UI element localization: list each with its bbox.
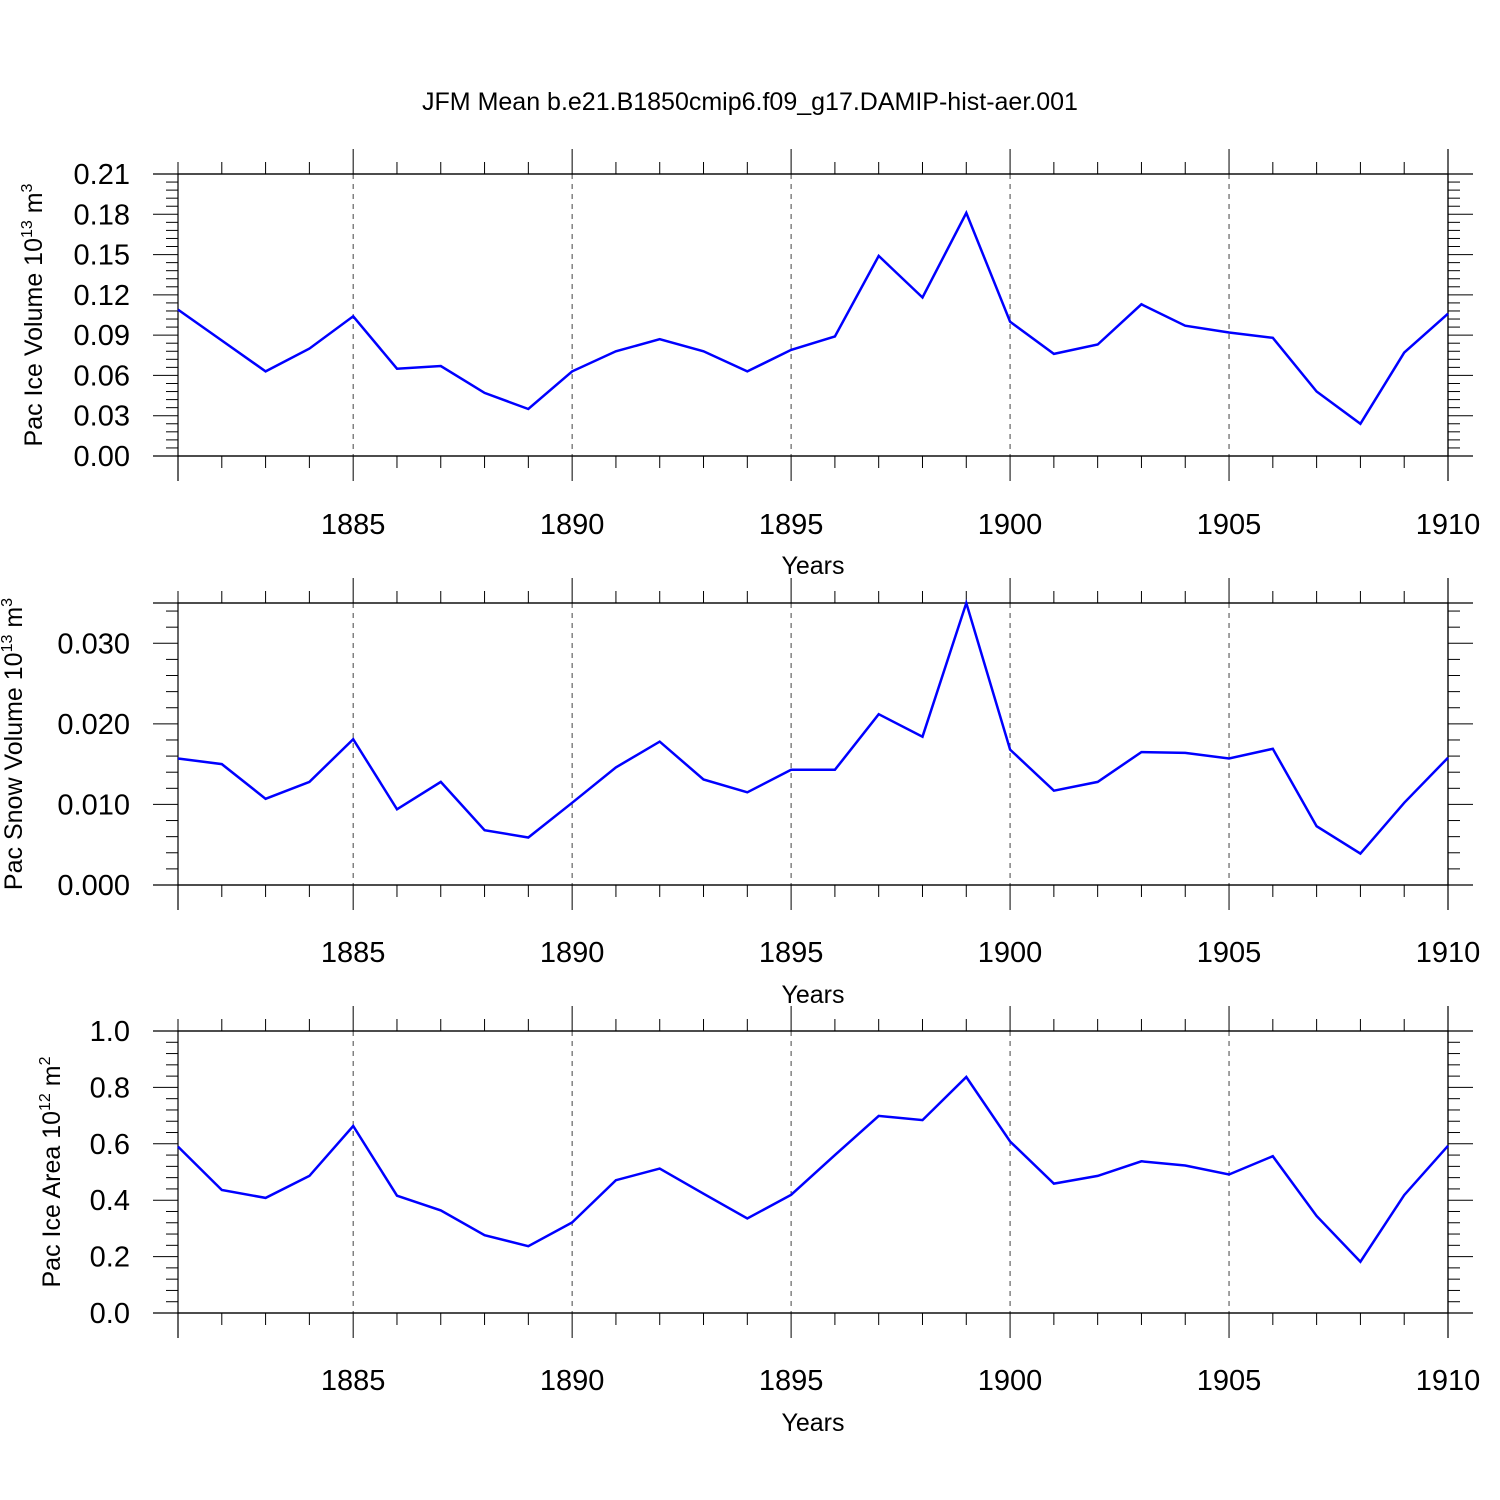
y-tick-label: 0.00	[74, 441, 130, 473]
y-tick-label: 0.15	[74, 240, 130, 272]
y-tick-label: 0.21	[74, 159, 130, 191]
y-tick-label: 0.6	[90, 1129, 130, 1161]
y-axis-title: Pac Ice Area 1012 m2	[37, 1056, 66, 1287]
panel-3: 0.0 0.2 0.4 0.6 0.8 1.0 1885 1890 1895 1900 1905 19…	[37, 1006, 1480, 1437]
chart-title: JFM Mean b.e21.B1850cmip6.f09_g17.DAMIP-…	[422, 88, 1078, 116]
y-tick-label: 0.020	[57, 709, 130, 741]
panel-1: 0.00 0.03 0.06 0.09 0.12 0.15 0.18 0.21 1885 1890…	[19, 149, 1480, 580]
x-axis-title: Years	[781, 552, 844, 580]
plot-frame	[177, 173, 1449, 457]
y-tick-label: 0.03	[74, 401, 130, 433]
series-line	[177, 598, 1449, 856]
y-tick-label: 0.06	[74, 360, 130, 392]
y-tick-label: 0.8	[90, 1072, 130, 1104]
y-tick-label: 1.0	[90, 1016, 130, 1048]
y-tick-label: 0.18	[74, 199, 130, 231]
x-tick-label: 1885	[321, 937, 386, 969]
y-tick-label: 0.09	[74, 320, 130, 352]
x-tick-label: 1905	[1197, 937, 1262, 969]
panel-2: 0.000 0.010 0.020 0.030 1885 1890 1895 1900 1905…	[0, 578, 1480, 1009]
y-tick-label: 0.2	[90, 1242, 130, 1274]
y-tick-label: 0.0	[90, 1298, 130, 1330]
x-tick-label: 1910	[1416, 509, 1481, 541]
panels: 0.00 0.03 0.06 0.09 0.12 0.15 0.18 0.21 1885 1890…	[0, 149, 1480, 1437]
y-axis-title: Pac Snow Volume 1013 m3	[0, 598, 28, 890]
y-tick-label: 0.010	[57, 789, 130, 821]
series-line	[177, 1075, 1449, 1264]
series-line	[177, 209, 1449, 426]
x-tick-label: 1905	[1197, 1365, 1262, 1397]
plot-frame	[177, 1030, 1449, 1314]
x-tick-label: 1885	[321, 1365, 386, 1397]
x-tick-label: 1890	[540, 937, 605, 969]
y-tick-label: 0.12	[74, 280, 130, 312]
x-tick-label: 1900	[978, 1365, 1043, 1397]
x-tick-label: 1890	[540, 509, 605, 541]
x-axis-title: Years	[781, 1409, 844, 1437]
x-tick-label: 1905	[1197, 509, 1262, 541]
x-axis-title: Years	[781, 981, 844, 1009]
x-tick-label: 1910	[1416, 937, 1481, 969]
y-tick-label: 0.4	[90, 1185, 130, 1217]
x-tick-label: 1900	[978, 937, 1043, 969]
x-tick-label: 1910	[1416, 1365, 1481, 1397]
x-tick-label: 1900	[978, 509, 1043, 541]
y-tick-label: 0.000	[57, 870, 130, 902]
x-tick-label: 1895	[759, 1365, 824, 1397]
plot-frame	[177, 602, 1449, 886]
y-tick-label: 0.030	[57, 628, 130, 660]
x-tick-label: 1895	[759, 937, 824, 969]
x-tick-label: 1895	[759, 509, 824, 541]
x-tick-label: 1890	[540, 1365, 605, 1397]
y-axis-title: Pac Ice Volume 1013 m3	[19, 183, 48, 446]
x-tick-label: 1885	[321, 509, 386, 541]
